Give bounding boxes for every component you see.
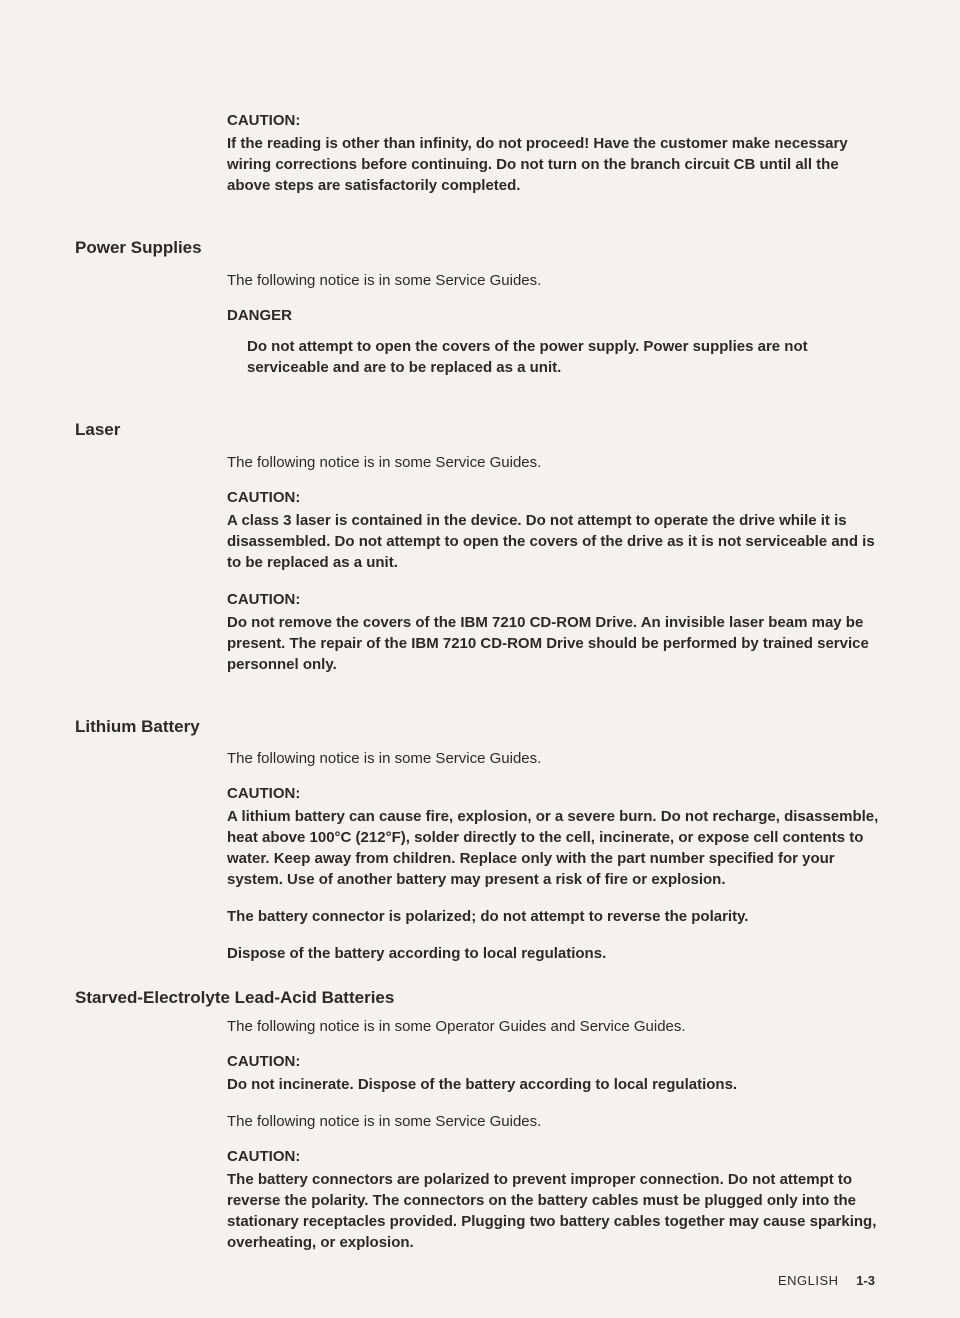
laser-content: The following notice is in some Service … <box>227 452 885 675</box>
caution-text: Do not remove the covers of the IBM 7210… <box>227 612 885 675</box>
caution-label: CAUTION: <box>227 110 885 131</box>
laser-heading: Laser <box>75 418 227 442</box>
lithium-content: The following notice is in some Service … <box>227 748 885 964</box>
caution-label: CAUTION: <box>227 589 885 610</box>
notice-intro: The following notice is in some Service … <box>227 1111 885 1132</box>
danger-text: Do not attempt to open the covers of the… <box>247 336 885 378</box>
lead-acid-content: The following notice is in some Operator… <box>227 1016 885 1253</box>
power-supplies-section: Power Supplies <box>75 214 885 270</box>
lithium-heading: Lithium Battery <box>75 715 227 739</box>
footer-language: ENGLISH <box>778 1273 839 1288</box>
notice-intro: The following notice is in some Service … <box>227 748 885 769</box>
lead-acid-heading: Starved-Electrolyte Lead-Acid Batteries <box>75 986 885 1010</box>
polarized-text: The battery connector is polarized; do n… <box>227 906 885 927</box>
top-caution-block: CAUTION: If the reading is other than in… <box>227 110 885 196</box>
notice-intro: The following notice is in some Service … <box>227 270 885 291</box>
caution-text: The battery connectors are polarized to … <box>227 1169 885 1253</box>
notice-intro: The following notice is in some Operator… <box>227 1016 885 1037</box>
page-footer: ENGLISH 1-3 <box>778 1272 875 1290</box>
lithium-section: Lithium Battery <box>75 693 885 749</box>
caution-label: CAUTION: <box>227 487 885 508</box>
caution-label: CAUTION: <box>227 1146 885 1167</box>
caution-text: If the reading is other than infinity, d… <box>227 133 885 196</box>
caution-text: Do not incinerate. Dispose of the batter… <box>227 1074 885 1095</box>
laser-section: Laser <box>75 396 885 452</box>
caution-label: CAUTION: <box>227 1051 885 1072</box>
power-supplies-heading: Power Supplies <box>75 236 227 260</box>
dispose-text: Dispose of the battery according to loca… <box>227 943 885 964</box>
footer-page-number: 1-3 <box>856 1273 875 1288</box>
power-supplies-content: The following notice is in some Service … <box>227 270 885 378</box>
caution-label: CAUTION: <box>227 783 885 804</box>
caution-text: A lithium battery can cause fire, explos… <box>227 806 885 890</box>
caution-text: A class 3 laser is contained in the devi… <box>227 510 885 573</box>
danger-label: DANGER <box>227 305 885 326</box>
notice-intro: The following notice is in some Service … <box>227 452 885 473</box>
